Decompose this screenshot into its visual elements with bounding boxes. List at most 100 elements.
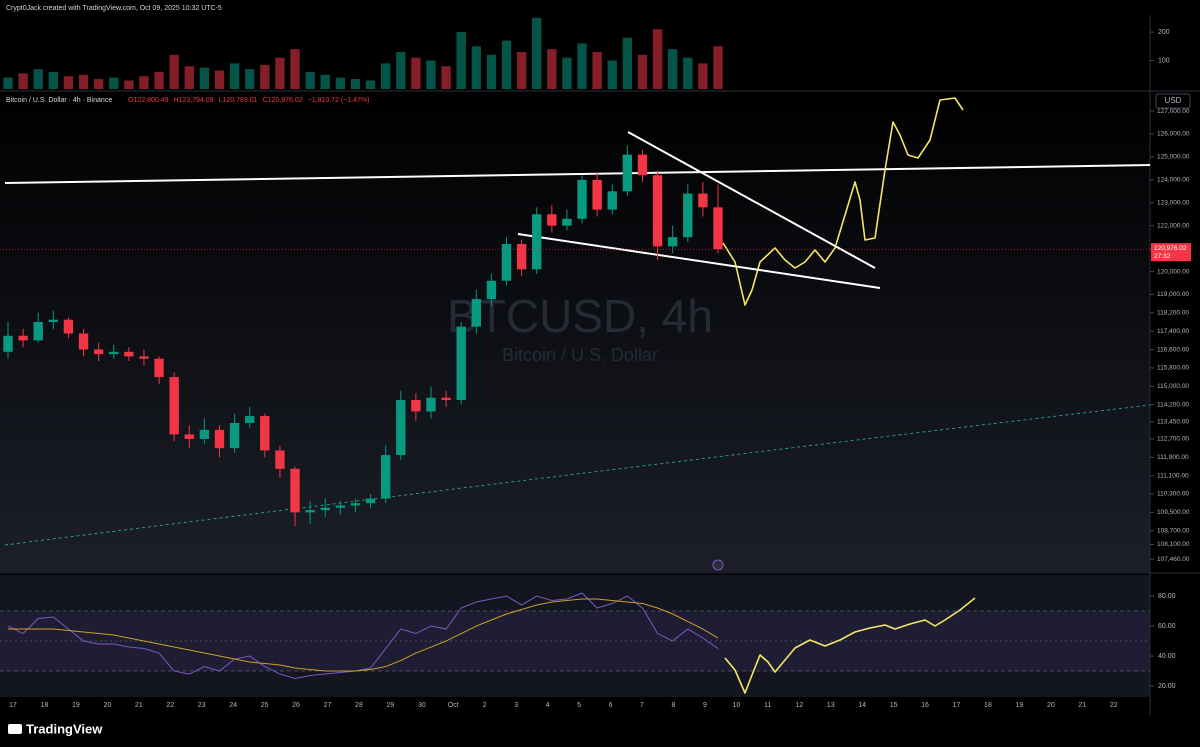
y-tick-label: 115,000.00: [1157, 383, 1189, 390]
candle-body: [275, 450, 285, 469]
last-price-label: 120,976.02: [1154, 245, 1187, 252]
volume-tick-label: 100: [1158, 57, 1170, 64]
candle-body: [547, 214, 557, 226]
header: Crypt0Jack created with TradingView.com,…: [6, 5, 222, 12]
volume-bar: [109, 77, 119, 89]
candle-body: [350, 503, 361, 506]
x-tick-label: 22: [166, 702, 174, 709]
candle-body: [471, 299, 481, 327]
candle-body: [592, 179, 602, 210]
x-tick-label: 25: [261, 702, 269, 709]
x-tick-label: 19: [1016, 702, 1024, 709]
candle-body: [184, 434, 194, 439]
volume-bar: [607, 60, 617, 89]
y-tick-label: 111,900.00: [1157, 454, 1189, 461]
last-price-tag: [1151, 243, 1191, 262]
x-tick-label: 16: [921, 702, 929, 709]
volume-bar: [380, 63, 391, 89]
y-tick-label: 119,000.00: [1157, 291, 1189, 298]
volume-bar: [456, 32, 466, 89]
y-tick-label: 126,000.00: [1157, 131, 1190, 138]
x-tick-label: 30: [418, 702, 426, 709]
candle-body: [456, 326, 466, 400]
currency-box[interactable]: [1155, 93, 1191, 109]
x-tick-label: 18: [984, 702, 992, 709]
candle-body: [365, 498, 376, 504]
volume-bar: [33, 69, 43, 89]
volume-bar: [139, 76, 149, 89]
x-tick-label: 6: [609, 702, 613, 709]
y-tick-label: 125,000.00: [1157, 154, 1190, 161]
projection-drawing[interactable]: [722, 97, 964, 306]
volume-bar: [562, 57, 572, 89]
volume-bar: [547, 49, 557, 89]
volume-bar: [245, 69, 255, 89]
volume-bar: [426, 60, 436, 89]
resistance-line[interactable]: [4, 164, 1151, 184]
volume-bar: [683, 57, 693, 89]
volume-bar: [305, 71, 315, 89]
candle-body: [426, 397, 436, 412]
volume-bar: [275, 57, 285, 89]
y-tick-label: 109,500.00: [1157, 509, 1190, 516]
volume-bar: [124, 80, 134, 89]
candle-body: [124, 351, 134, 357]
x-tick-label: 20: [103, 702, 111, 709]
volume-bar: [713, 46, 723, 89]
candle-body: [3, 335, 13, 352]
y-tick-label: 110,300.00: [1157, 491, 1189, 498]
volume-tick-label: 200: [1158, 29, 1170, 36]
y-tick-label: 112,700.00: [1157, 436, 1189, 443]
candle-body: [713, 207, 723, 250]
rsi-tick-label: 20.00: [1158, 683, 1176, 690]
y-tick-label: 123,000.00: [1157, 199, 1190, 206]
volume-bar: [18, 73, 28, 89]
candle-body: [380, 455, 391, 499]
candle-body: [411, 399, 421, 412]
event-icon[interactable]: [712, 559, 724, 571]
x-tick-label: 8: [671, 702, 675, 709]
y-tick-label: 114,200.00: [1157, 401, 1189, 408]
candle-body: [335, 505, 346, 508]
volume-bar: [350, 79, 361, 89]
x-tick-label: 7: [640, 702, 644, 709]
wedge-upper[interactable]: [627, 131, 876, 269]
x-tick-label: 12: [795, 702, 803, 709]
x-tick-label: 14: [858, 702, 866, 709]
currency[interactable]: USD: [1165, 96, 1182, 105]
candle-body: [667, 237, 678, 247]
candle-body: [486, 280, 497, 300]
volume-bar: [3, 77, 13, 89]
candle-body: [93, 349, 104, 355]
y-tick-label: 111,100.00: [1157, 472, 1189, 479]
x-tick-label: 11: [764, 702, 771, 709]
rsi-projection-drawing[interactable]: [724, 597, 976, 694]
volume-bar: [532, 17, 542, 89]
x-tick-label: 26: [292, 702, 300, 709]
x-tick-label: Oct: [448, 702, 459, 709]
x-tick-label: 20: [1047, 702, 1055, 709]
x-tick-label: 9: [703, 702, 707, 709]
main-pane: [0, 92, 1150, 572]
y-tick-label: 115,800.00: [1157, 365, 1189, 372]
wedge-lower[interactable]: [517, 233, 881, 289]
y-tick-label: 124,000.00: [1157, 177, 1190, 184]
volume-bar: [441, 66, 451, 89]
y-tick-label: 116,600.00: [1157, 346, 1189, 353]
volume-bar: [577, 43, 587, 89]
candle-body: [199, 429, 210, 439]
y-tick-label: 127,000.00: [1157, 108, 1190, 115]
y-tick-label: 122,000.00: [1157, 222, 1190, 229]
candle-body: [290, 468, 300, 513]
x-tick-label: 13: [827, 702, 835, 709]
rsi-tick-label: 40.00: [1158, 653, 1176, 660]
volume-bar: [667, 49, 678, 89]
candle-body: [305, 510, 315, 513]
volume-bar: [214, 70, 225, 89]
volume-bar: [320, 74, 330, 89]
ohlc-value: L120,789.01: [219, 97, 258, 104]
volume-bar: [48, 71, 59, 89]
candle-body: [214, 429, 225, 449]
footer: [0, 715, 1200, 747]
